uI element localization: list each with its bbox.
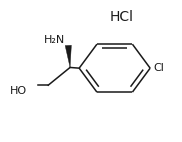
Text: H₂N: H₂N bbox=[44, 35, 65, 45]
Polygon shape bbox=[65, 45, 71, 67]
Text: Cl: Cl bbox=[153, 63, 164, 73]
Text: HO: HO bbox=[10, 86, 27, 96]
Text: HCl: HCl bbox=[110, 10, 134, 24]
